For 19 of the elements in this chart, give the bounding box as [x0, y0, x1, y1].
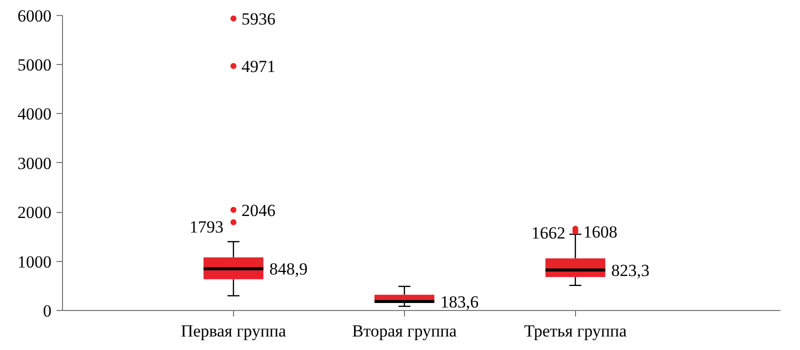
data-label: 1662: [531, 224, 566, 243]
y-tick-label: 1000: [18, 252, 52, 272]
x-tick-label: Третья группа: [524, 322, 628, 340]
y-tick-label: 5000: [18, 56, 52, 75]
x-tick-label: Первая группа: [180, 322, 287, 340]
data-label: 5936: [241, 10, 276, 29]
data-label: 1793: [189, 217, 224, 236]
y-tick-label: 3000: [18, 154, 52, 173]
y-tick-label: 6000: [18, 6, 52, 26]
y-tick-label: 0: [43, 302, 52, 320]
y-tick-label: 4000: [18, 104, 52, 124]
annotation: 823,3: [611, 261, 650, 280]
y-tick-label: 2000: [18, 203, 52, 222]
annotation: 183,6: [440, 292, 479, 312]
annotation: 848,9: [269, 260, 308, 279]
x-tick-label: Вторая группа: [352, 322, 458, 340]
data-label: 2046: [241, 200, 276, 220]
data-label: 4971: [241, 56, 276, 76]
data-label: 1608: [583, 222, 618, 242]
